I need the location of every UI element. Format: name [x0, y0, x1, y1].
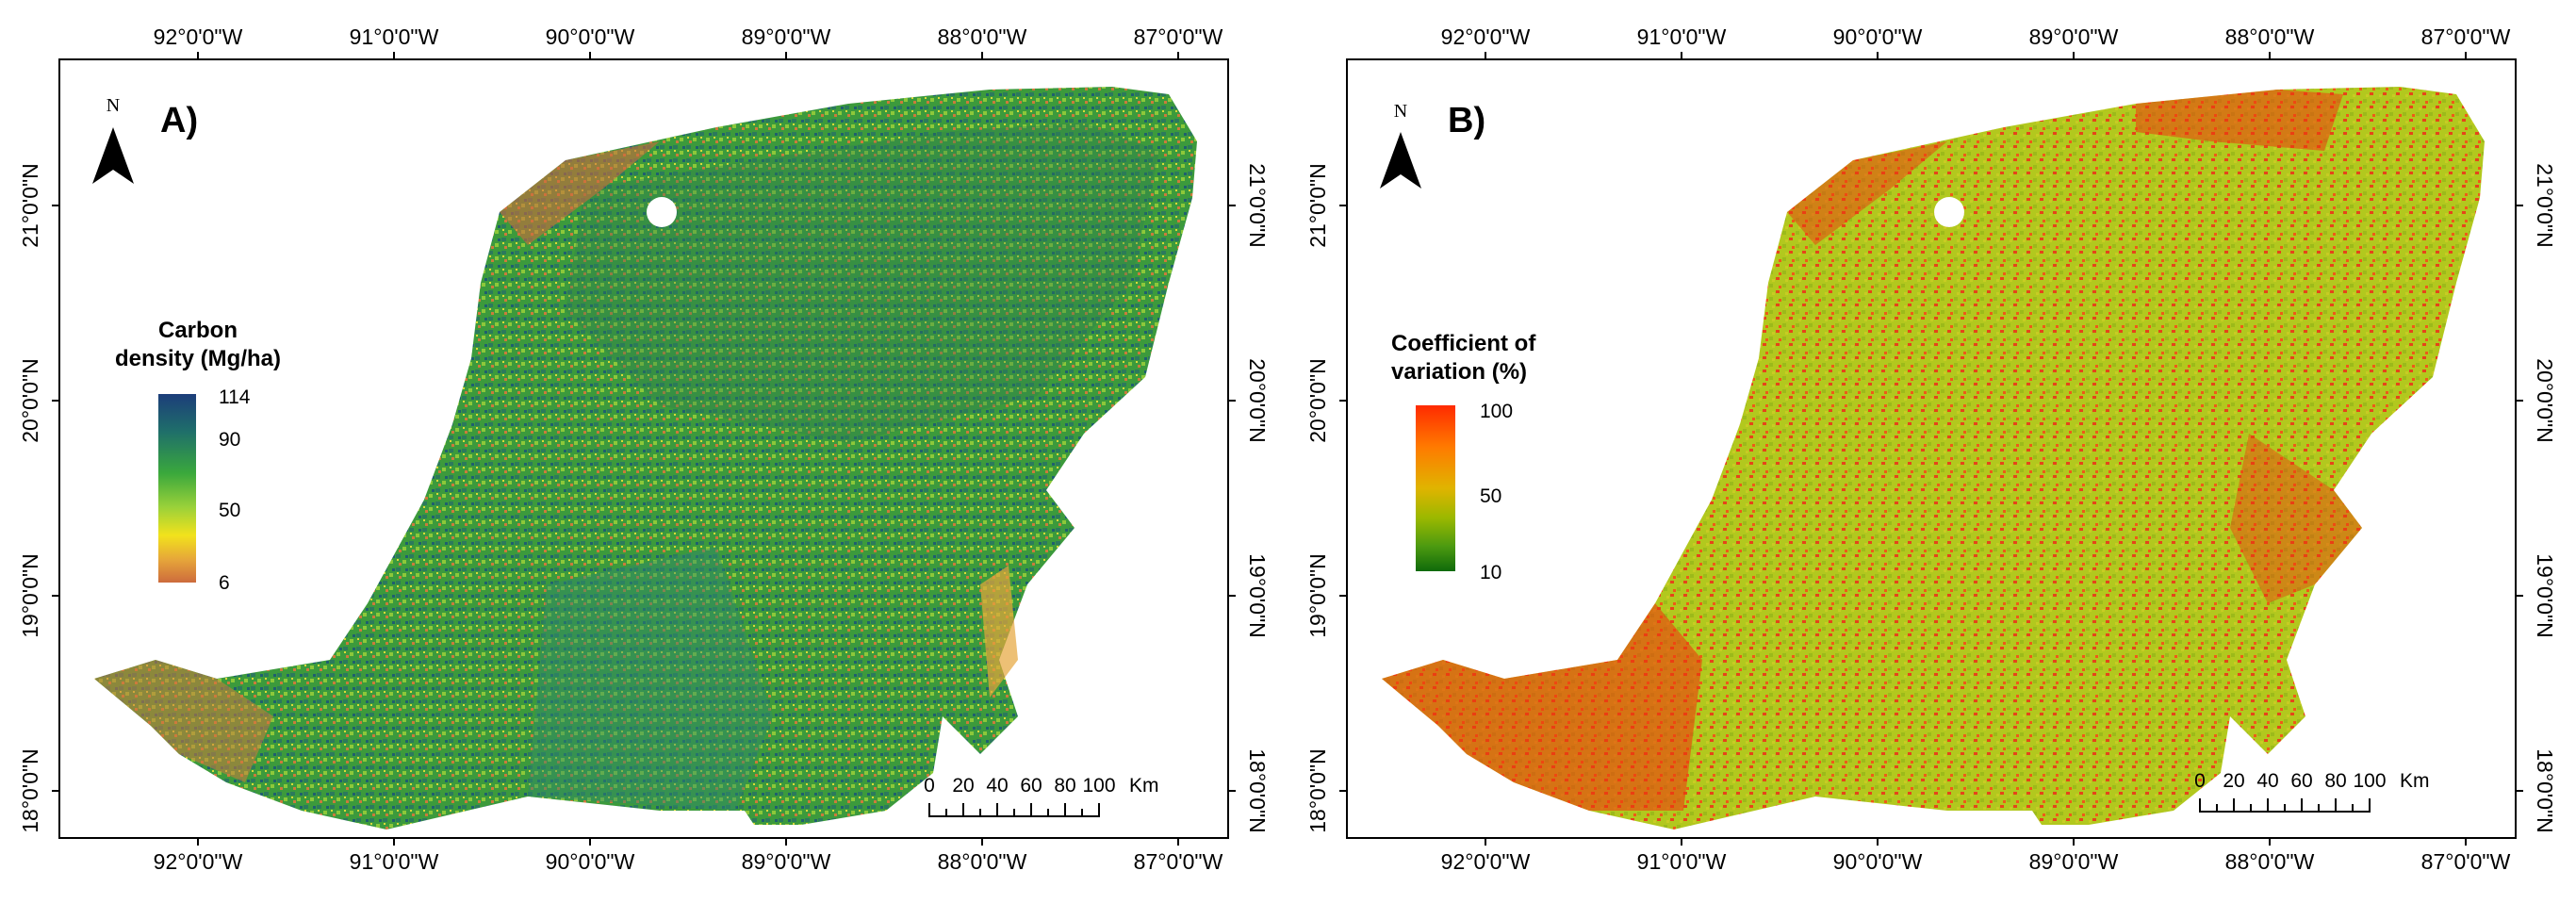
- scale-tick: 60: [2290, 770, 2312, 792]
- north-label: N: [1394, 101, 1407, 122]
- lon-label: 88°0'0"W: [938, 25, 1027, 49]
- legend-title-line2: density (Mg/ha): [115, 346, 281, 371]
- legend-title-line2: variation (%): [1391, 359, 1527, 385]
- lat-axis-right: 21°0'0"N 20°0'0"N 19°0'0"N 18°0'0"N: [1228, 163, 1270, 833]
- lon-label: 92°0'0"W: [1441, 25, 1531, 49]
- scale-tick: 20: [2223, 770, 2244, 792]
- lat-label: 21°0'0"N: [2533, 163, 2557, 248]
- lon-label: 92°0'0"W: [1441, 849, 1531, 874]
- lat-label: 19°0'0"N: [1305, 553, 1330, 638]
- lat-label: 20°0'0"N: [1245, 358, 1270, 443]
- lon-label: 87°0'0"W: [2421, 25, 2511, 49]
- legend-cv: Coefficient of variation (%) 100 50 10: [1391, 331, 1536, 583]
- legend-color-ramp: [158, 394, 196, 583]
- legend-title-line1: Carbon: [158, 318, 238, 343]
- lat-label: 20°0'0"N: [2533, 358, 2557, 443]
- lon-label: 92°0'0"W: [154, 849, 243, 874]
- lon-label: 88°0'0"W: [2225, 849, 2315, 874]
- legend-color-ramp: [1416, 405, 1455, 571]
- scale-tick: 0: [2194, 770, 2206, 792]
- lon-axis-top: 92°0'0"W 91°0'0"W 90°0'0"W 89°0'0"W 88°0…: [154, 25, 1223, 59]
- lat-label: 18°0'0"N: [2533, 748, 2557, 833]
- lon-label: 90°0'0"W: [1833, 25, 1923, 49]
- lon-label: 90°0'0"W: [546, 849, 635, 874]
- lat-label: 19°0'0"N: [2533, 553, 2557, 638]
- yucatan-landmass: [1382, 87, 2485, 830]
- scale-unit: Km: [2400, 770, 2430, 792]
- scale-bar: 0 20 40 60 80 100 Km: [2194, 770, 2430, 813]
- scale-tick: 80: [2324, 770, 2346, 792]
- lon-label: 91°0'0"W: [1637, 25, 1727, 49]
- scale-tick: 20: [952, 775, 974, 797]
- legend-mid: 50: [219, 500, 240, 521]
- lon-label: 90°0'0"W: [546, 25, 635, 49]
- map-figure-a: 92°0'0"W 91°0'0"W 90°0'0"W 89°0'0"W 88°0…: [18, 25, 1270, 874]
- lon-label: 91°0'0"W: [350, 849, 439, 874]
- lat-label: 20°0'0"N: [1305, 358, 1330, 443]
- panel-coefficient-variation: 92°0'0"W 91°0'0"W 90°0'0"W 89°0'0"W 88°0…: [1288, 0, 2575, 920]
- lon-label: 89°0'0"W: [2029, 849, 2119, 874]
- scale-tick: 40: [2256, 770, 2278, 792]
- lon-label: 87°0'0"W: [1134, 25, 1223, 49]
- lon-axis-bottom: 92°0'0"W 91°0'0"W 90°0'0"W 89°0'0"W 88°0…: [154, 838, 1223, 874]
- map-figure-b: 92°0'0"W 91°0'0"W 90°0'0"W 89°0'0"W 88°0…: [1305, 25, 2557, 874]
- lon-label: 87°0'0"W: [2421, 849, 2511, 874]
- legend-mid: 50: [1480, 485, 1501, 507]
- scale-unit: Km: [1129, 775, 1159, 797]
- legend-max: 114: [219, 386, 251, 408]
- legend-min: 10: [1480, 562, 1501, 583]
- lat-label: 19°0'0"N: [18, 553, 42, 638]
- lat-axis-left: 21°0'0"N 20°0'0"N 19°0'0"N 18°0'0"N: [18, 163, 59, 833]
- lon-label: 91°0'0"W: [350, 25, 439, 49]
- legend-max: 100: [1480, 401, 1513, 422]
- lat-axis-left: 21°0'0"N 20°0'0"N 19°0'0"N 18°0'0"N: [1305, 163, 1347, 833]
- lat-label: 19°0'0"N: [1245, 553, 1270, 638]
- lon-label: 90°0'0"W: [1833, 849, 1923, 874]
- lon-label: 88°0'0"W: [938, 849, 1027, 874]
- lat-label: 18°0'0"N: [1305, 748, 1330, 833]
- lon-label: 89°0'0"W: [742, 849, 831, 874]
- yucatan-landmass: [94, 87, 1197, 830]
- lat-label: 18°0'0"N: [18, 748, 42, 833]
- lat-label: 20°0'0"N: [18, 358, 42, 443]
- legend-mid-high: 90: [219, 429, 240, 451]
- lat-label: 21°0'0"N: [1305, 163, 1330, 248]
- lat-label: 21°0'0"N: [1245, 163, 1270, 248]
- lon-label: 89°0'0"W: [2029, 25, 2119, 49]
- scale-tick: 60: [1020, 775, 1042, 797]
- lon-label: 88°0'0"W: [2225, 25, 2315, 49]
- north-label: N: [107, 95, 120, 116]
- lon-label: 91°0'0"W: [1637, 849, 1727, 874]
- lon-label: 89°0'0"W: [742, 25, 831, 49]
- lon-axis-bottom: 92°0'0"W 91°0'0"W 90°0'0"W 89°0'0"W 88°0…: [1441, 838, 2511, 874]
- lon-label: 87°0'0"W: [1134, 849, 1223, 874]
- north-arrow-icon: N: [92, 95, 134, 184]
- lat-label: 18°0'0"N: [1245, 748, 1270, 833]
- lat-axis-right: 21°0'0"N 20°0'0"N 19°0'0"N 18°0'0"N: [2516, 163, 2557, 833]
- lat-label: 21°0'0"N: [18, 163, 42, 248]
- panel-carbon-density: 92°0'0"W 91°0'0"W 90°0'0"W 89°0'0"W 88°0…: [18, 25, 1270, 874]
- north-arrow-icon: N: [1380, 101, 1421, 189]
- legend-min: 6: [219, 572, 230, 594]
- lon-axis-top: 92°0'0"W 91°0'0"W 90°0'0"W 89°0'0"W 88°0…: [1441, 25, 2511, 59]
- scale-tick: 0: [924, 775, 935, 797]
- scale-bar: 0 20 40 60 80 100 Km: [924, 775, 1159, 817]
- scale-tick: 100: [2353, 770, 2386, 792]
- scale-tick: 80: [1054, 775, 1075, 797]
- scale-tick: 100: [1082, 775, 1115, 797]
- legend-title-line1: Coefficient of: [1391, 331, 1536, 356]
- panel-label: B): [1448, 101, 1485, 140]
- lon-label: 92°0'0"W: [154, 25, 243, 49]
- panel-label: A): [160, 101, 198, 140]
- legend-carbon: Carbon density (Mg/ha) 114 90 50 6: [115, 318, 281, 594]
- scale-tick: 40: [986, 775, 1008, 797]
